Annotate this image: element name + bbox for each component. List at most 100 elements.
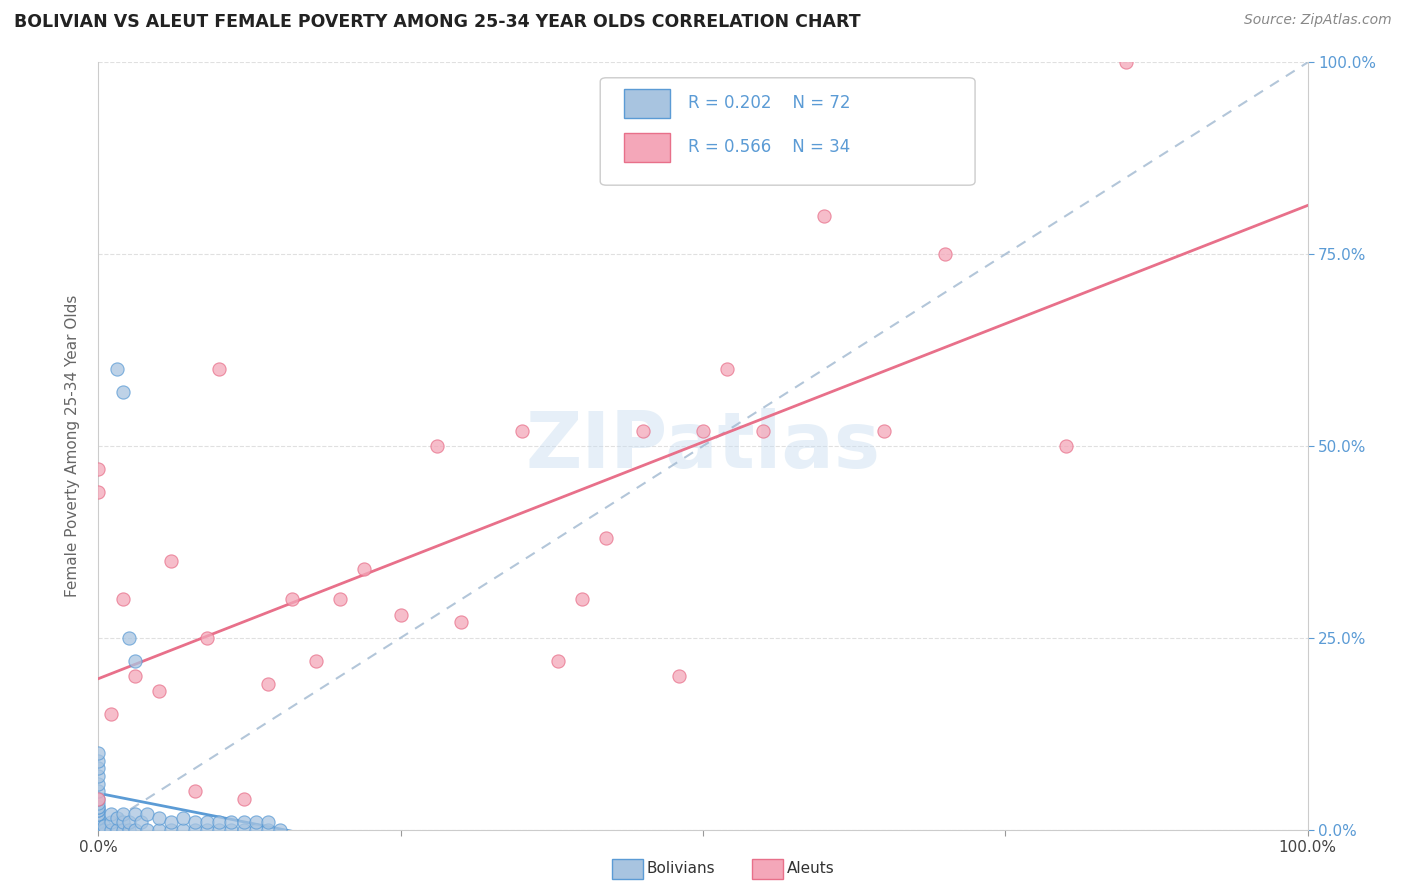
Point [87,814,110,829]
Point [148,684,170,698]
Point [87,761,110,775]
Point [631,424,654,438]
Point [87,796,110,810]
Point [245,814,267,829]
Point [111,814,134,829]
Point [105,822,128,837]
Point [87,822,110,837]
Point [547,654,569,668]
Point [208,362,231,376]
Point [87,822,110,837]
Point [934,247,956,261]
Point [118,822,141,837]
Point [148,822,170,837]
Text: R = 0.202    N = 72: R = 0.202 N = 72 [689,94,851,112]
Point [87,822,110,837]
Point [87,819,110,833]
Text: Source: ZipAtlas.com: Source: ZipAtlas.com [1244,13,1392,28]
Point [692,424,714,438]
Point [873,424,896,438]
Point [93,822,115,837]
Point [510,424,533,438]
Point [716,362,738,376]
Point [752,424,775,438]
Point [184,822,207,837]
Point [595,531,617,545]
Text: ZIPatlas: ZIPatlas [526,408,880,484]
Text: BOLIVIAN VS ALEUT FEMALE POVERTY AMONG 25-34 YEAR OLDS CORRELATION CHART: BOLIVIAN VS ALEUT FEMALE POVERTY AMONG 2… [14,13,860,31]
Point [208,822,231,837]
Point [256,814,278,829]
Point [232,792,254,806]
Point [124,654,146,668]
Point [118,814,141,829]
Point [87,804,110,818]
Point [221,814,243,829]
Point [87,799,110,814]
Point [305,654,328,668]
Point [221,822,243,837]
Point [124,669,146,683]
Point [124,807,146,822]
Point [353,562,375,576]
Point [87,822,110,837]
Point [256,677,278,691]
Point [172,822,194,837]
Point [87,769,110,783]
Point [87,822,110,837]
Point [256,822,278,837]
Point [111,592,134,607]
Point [100,807,122,822]
Point [87,822,110,837]
Point [87,814,110,829]
Point [111,822,134,837]
Point [93,819,115,833]
Point [208,814,231,829]
Point [668,669,690,683]
Point [87,784,110,798]
Point [160,814,183,829]
Point [232,814,254,829]
Point [100,707,122,722]
Point [87,811,110,825]
Point [87,776,110,790]
Point [571,592,593,607]
Point [426,439,449,453]
Point [148,811,170,825]
Point [87,485,110,500]
Y-axis label: Female Poverty Among 25-34 Year Olds: Female Poverty Among 25-34 Year Olds [65,295,80,597]
Point [232,822,254,837]
Point [87,822,110,837]
Point [87,822,110,837]
Point [129,814,152,829]
Point [172,811,194,825]
Point [269,822,291,837]
Point [100,814,122,829]
Point [135,822,157,837]
Point [87,462,110,476]
Point [118,631,141,645]
Point [111,385,134,400]
Point [105,811,128,825]
Point [281,592,304,607]
Point [87,792,110,806]
Text: Bolivians: Bolivians [647,862,716,876]
Point [87,746,110,760]
Point [450,615,472,630]
Point [195,814,218,829]
FancyBboxPatch shape [600,78,976,186]
Text: R = 0.566    N = 34: R = 0.566 N = 34 [689,138,851,156]
Point [87,754,110,768]
Point [184,814,207,829]
Point [184,784,207,798]
Point [160,822,183,837]
Point [329,592,352,607]
Point [87,822,110,837]
Point [195,631,218,645]
Point [111,807,134,822]
Point [87,819,110,833]
Point [87,804,110,818]
Point [105,362,128,376]
Text: Aleuts: Aleuts [787,862,835,876]
Point [100,822,122,837]
